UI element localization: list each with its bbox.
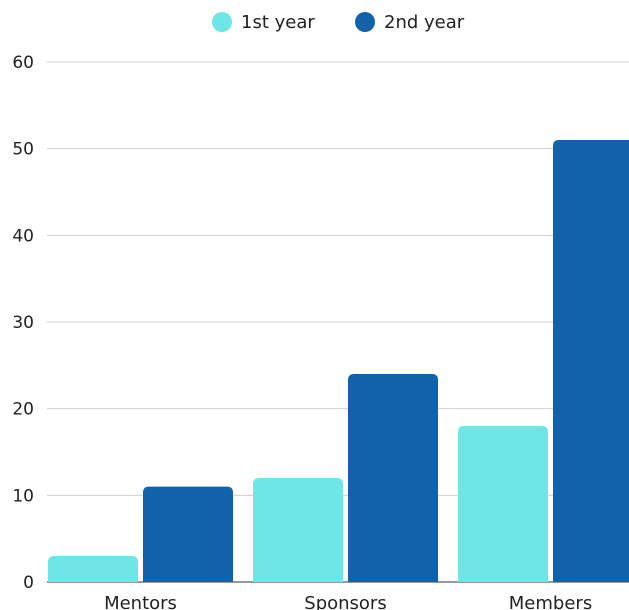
- y-tick-label: 20: [12, 400, 34, 420]
- y-tick-label: 60: [12, 53, 34, 73]
- bar-2nd-year-sponsors: [348, 374, 438, 582]
- bar-1st-year-mentors: [48, 556, 138, 582]
- y-tick-label: 10: [12, 486, 34, 506]
- y-tick-label: 30: [12, 313, 34, 333]
- bar-2nd-year-mentors: [143, 486, 233, 582]
- x-tick-label: Sponsors: [304, 593, 386, 610]
- x-tick-label: Members: [509, 593, 592, 610]
- y-tick-label: 0: [23, 573, 34, 593]
- legend-label-1st-year: 1st year: [241, 11, 315, 33]
- legend-swatch-2nd-year: [355, 12, 375, 32]
- bar-1st-year-members: [458, 426, 548, 582]
- bar-1st-year-sponsors: [253, 478, 343, 582]
- legend-swatch-1st-year: [212, 12, 232, 32]
- bar-2nd-year-members: [553, 140, 629, 582]
- x-tick-label: Mentors: [104, 593, 177, 610]
- legend-item-1st-year: 1st year: [212, 9, 315, 35]
- legend-item-2nd-year: 2nd year: [355, 9, 464, 35]
- y-tick-label: 40: [12, 226, 34, 246]
- y-tick-label: 50: [12, 140, 34, 160]
- legend-label-2nd-year: 2nd year: [384, 11, 465, 33]
